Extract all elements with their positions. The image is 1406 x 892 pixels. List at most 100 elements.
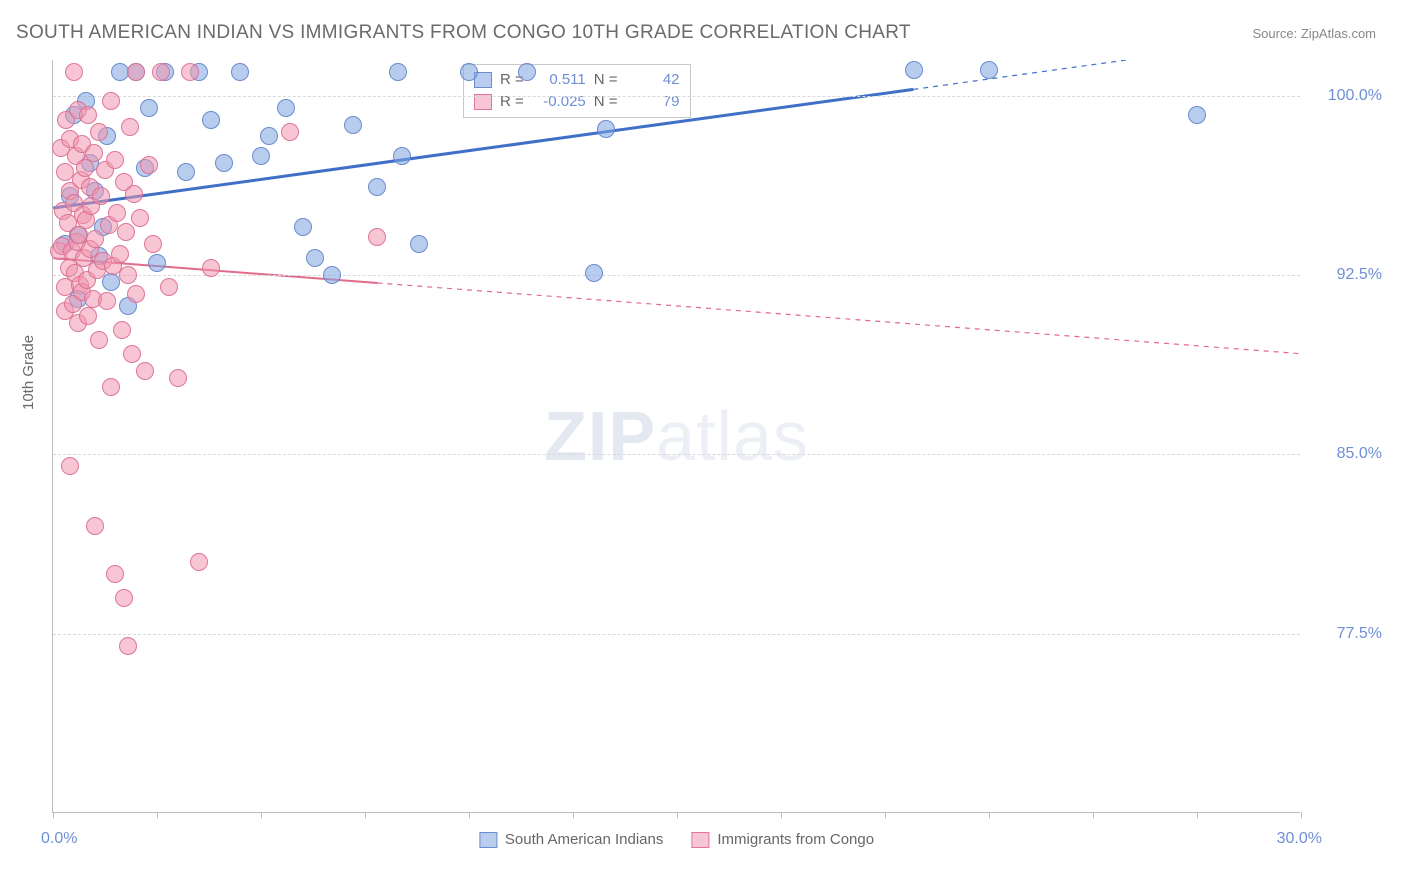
gridline <box>53 275 1300 276</box>
chart-area: ZIPatlas R = 0.511 N = 42 R = -0.025 N =… <box>52 60 1300 813</box>
source-attribution: Source: ZipAtlas.com <box>1252 26 1376 41</box>
legend-r-value-b: -0.025 <box>532 91 586 113</box>
x-tick <box>469 812 470 818</box>
legend-bottom: South American Indians Immigrants from C… <box>479 831 874 848</box>
data-point <box>980 61 998 79</box>
data-point <box>98 292 116 310</box>
legend-correlation-box: R = 0.511 N = 42 R = -0.025 N = 79 <box>463 64 691 118</box>
data-point <box>260 127 278 145</box>
legend-bottom-item-b: Immigrants from Congo <box>691 831 874 848</box>
data-point <box>460 63 478 81</box>
data-point <box>136 362 154 380</box>
data-point <box>169 369 187 387</box>
data-point <box>905 61 923 79</box>
data-point <box>106 565 124 583</box>
data-point <box>585 264 603 282</box>
data-point <box>140 156 158 174</box>
data-point <box>102 92 120 110</box>
y-axis-label: 10th Grade <box>20 335 37 410</box>
data-point <box>92 187 110 205</box>
data-point <box>127 285 145 303</box>
legend-bottom-item-a: South American Indians <box>479 831 663 848</box>
data-point <box>131 209 149 227</box>
data-point <box>102 378 120 396</box>
data-point <box>108 204 126 222</box>
data-point <box>323 266 341 284</box>
gridline <box>53 96 1300 97</box>
watermark-rest: atlas <box>656 397 809 475</box>
data-point <box>152 63 170 81</box>
data-point <box>597 120 615 138</box>
y-tick-label: 85.0% <box>1337 445 1382 463</box>
legend-n-value-b: 79 <box>626 91 680 113</box>
data-point <box>518 63 536 81</box>
watermark: ZIPatlas <box>544 396 809 476</box>
data-point <box>1188 106 1206 124</box>
x-tick <box>573 812 574 818</box>
legend-r-value-a: 0.511 <box>532 69 586 91</box>
x-tick <box>677 812 678 818</box>
data-point <box>190 553 208 571</box>
data-point <box>281 123 299 141</box>
data-point <box>123 345 141 363</box>
data-point <box>65 63 83 81</box>
data-point <box>117 223 135 241</box>
x-tick-label-min: 0.0% <box>41 830 77 848</box>
y-tick-label: 77.5% <box>1337 625 1382 643</box>
data-point <box>160 278 178 296</box>
x-tick-label-max: 30.0% <box>1277 830 1322 848</box>
data-point <box>410 235 428 253</box>
chart-title: SOUTH AMERICAN INDIAN VS IMMIGRANTS FROM… <box>16 22 911 44</box>
data-point <box>111 63 129 81</box>
data-point <box>148 254 166 272</box>
trend-line-dashed <box>913 60 1299 89</box>
trend-lines <box>53 60 1300 812</box>
gridline <box>53 634 1300 635</box>
x-tick <box>261 812 262 818</box>
data-point <box>306 249 324 267</box>
data-point <box>389 63 407 81</box>
x-tick <box>1301 812 1302 818</box>
swatch-series-b-icon <box>691 832 709 848</box>
data-point <box>140 99 158 117</box>
data-point <box>79 307 97 325</box>
data-point <box>368 228 386 246</box>
data-point <box>294 218 312 236</box>
data-point <box>115 589 133 607</box>
data-point <box>121 118 139 136</box>
data-point <box>202 259 220 277</box>
legend-row-series-a: R = 0.511 N = 42 <box>474 69 680 91</box>
data-point <box>231 63 249 81</box>
data-point <box>144 235 162 253</box>
data-point <box>177 163 195 181</box>
data-point <box>86 230 104 248</box>
data-point <box>85 144 103 162</box>
swatch-series-a-icon <box>479 832 497 848</box>
data-point <box>393 147 411 165</box>
y-tick-label: 92.5% <box>1337 266 1382 284</box>
trend-line-dashed <box>377 283 1299 354</box>
data-point <box>202 111 220 129</box>
data-point <box>277 99 295 117</box>
data-point <box>215 154 233 172</box>
data-point <box>125 185 143 203</box>
legend-n-label: N = <box>594 69 618 91</box>
legend-n-label: N = <box>594 91 618 113</box>
data-point <box>119 266 137 284</box>
x-tick <box>157 812 158 818</box>
data-point <box>90 123 108 141</box>
data-point <box>113 321 131 339</box>
data-point <box>119 637 137 655</box>
data-point <box>368 178 386 196</box>
legend-bottom-label-b: Immigrants from Congo <box>717 831 874 848</box>
x-tick <box>885 812 886 818</box>
legend-bottom-label-a: South American Indians <box>505 831 663 848</box>
data-point <box>90 331 108 349</box>
legend-r-label: R = <box>500 91 524 113</box>
x-tick <box>53 812 54 818</box>
data-point <box>344 116 362 134</box>
x-tick <box>781 812 782 818</box>
data-point <box>61 457 79 475</box>
data-point <box>181 63 199 81</box>
watermark-zip: ZIP <box>544 397 656 475</box>
